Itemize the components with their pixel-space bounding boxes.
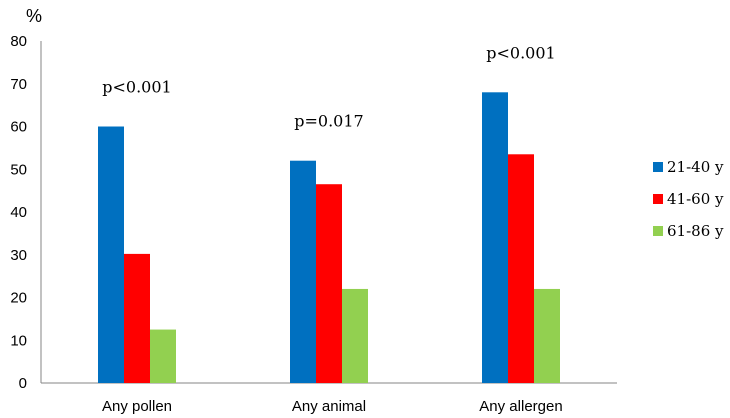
p-value-annotations: p<0.001 p=0.017 p<0.001 (102, 43, 555, 130)
y-tick-label: 30 (10, 247, 27, 264)
bar-group (98, 126, 176, 383)
bar (150, 329, 176, 383)
bar (290, 160, 316, 383)
legend-swatch (653, 162, 663, 172)
y-tick-label: 80 (10, 33, 27, 50)
category-labels: Any pollen Any animal Any allergen (102, 398, 563, 415)
y-tick-label: 70 (10, 76, 27, 93)
bar-groups (98, 92, 560, 384)
bar-group (482, 92, 560, 384)
y-axis-unit-label: % (26, 6, 42, 26)
legend-swatch (653, 226, 663, 236)
bar (534, 288, 560, 383)
y-tick-label: 60 (10, 119, 27, 136)
p-value-label: p<0.001 (102, 78, 171, 97)
legend: 21-40 y 41-60 y 61-86 y (653, 158, 724, 240)
y-tick-label: 50 (10, 161, 27, 178)
bar (508, 154, 534, 383)
p-value-label: p<0.001 (486, 43, 555, 62)
bar (342, 288, 368, 383)
category-label: Any allergen (479, 398, 562, 415)
legend-label: 61-86 y (667, 222, 724, 240)
legend-swatch (653, 194, 663, 204)
y-tick-label: 10 (10, 332, 27, 349)
bar (124, 253, 150, 383)
y-tick-label: 0 (19, 375, 27, 392)
p-value-label: p=0.017 (294, 112, 363, 131)
bar-group (290, 160, 368, 383)
legend-label: 41-60 y (667, 190, 724, 208)
category-label: Any pollen (102, 398, 172, 415)
y-axis-tick-labels: 0 10 20 30 40 50 60 70 80 (10, 33, 27, 392)
category-label: Any animal (292, 398, 366, 415)
y-tick-label: 20 (10, 290, 27, 307)
y-tick-label: 40 (10, 204, 27, 221)
bar (482, 92, 508, 384)
bar (98, 126, 124, 383)
legend-label: 21-40 y (667, 158, 724, 176)
bar (316, 184, 342, 383)
